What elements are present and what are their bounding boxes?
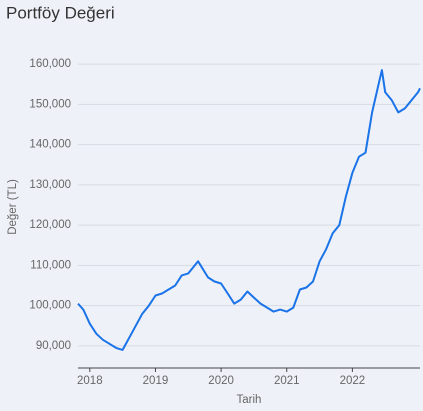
y-axis-label: Değer (TL) (7, 179, 19, 235)
y-tick-label: 140,000 (29, 139, 71, 151)
y-tick-label: 120,000 (29, 219, 71, 231)
y-tick-label: 130,000 (29, 179, 71, 191)
x-tick-label: 2022 (340, 375, 366, 387)
y-tick-label: 150,000 (29, 98, 71, 110)
x-tick-label: 2020 (208, 375, 234, 387)
y-tick-label: 90,000 (36, 340, 71, 352)
x-tick-label: 2021 (274, 375, 300, 387)
x-tick-label: 2018 (77, 375, 103, 387)
x-tick-label: 2019 (143, 375, 169, 387)
y-tick-label: 160,000 (29, 58, 71, 70)
chart-title: Portföy Değeri (6, 3, 115, 22)
y-tick-label: 110,000 (30, 259, 71, 271)
data-line (77, 69, 421, 351)
y-tick-label: 100,000 (29, 300, 71, 312)
x-axis-label: Tarih (237, 394, 262, 406)
